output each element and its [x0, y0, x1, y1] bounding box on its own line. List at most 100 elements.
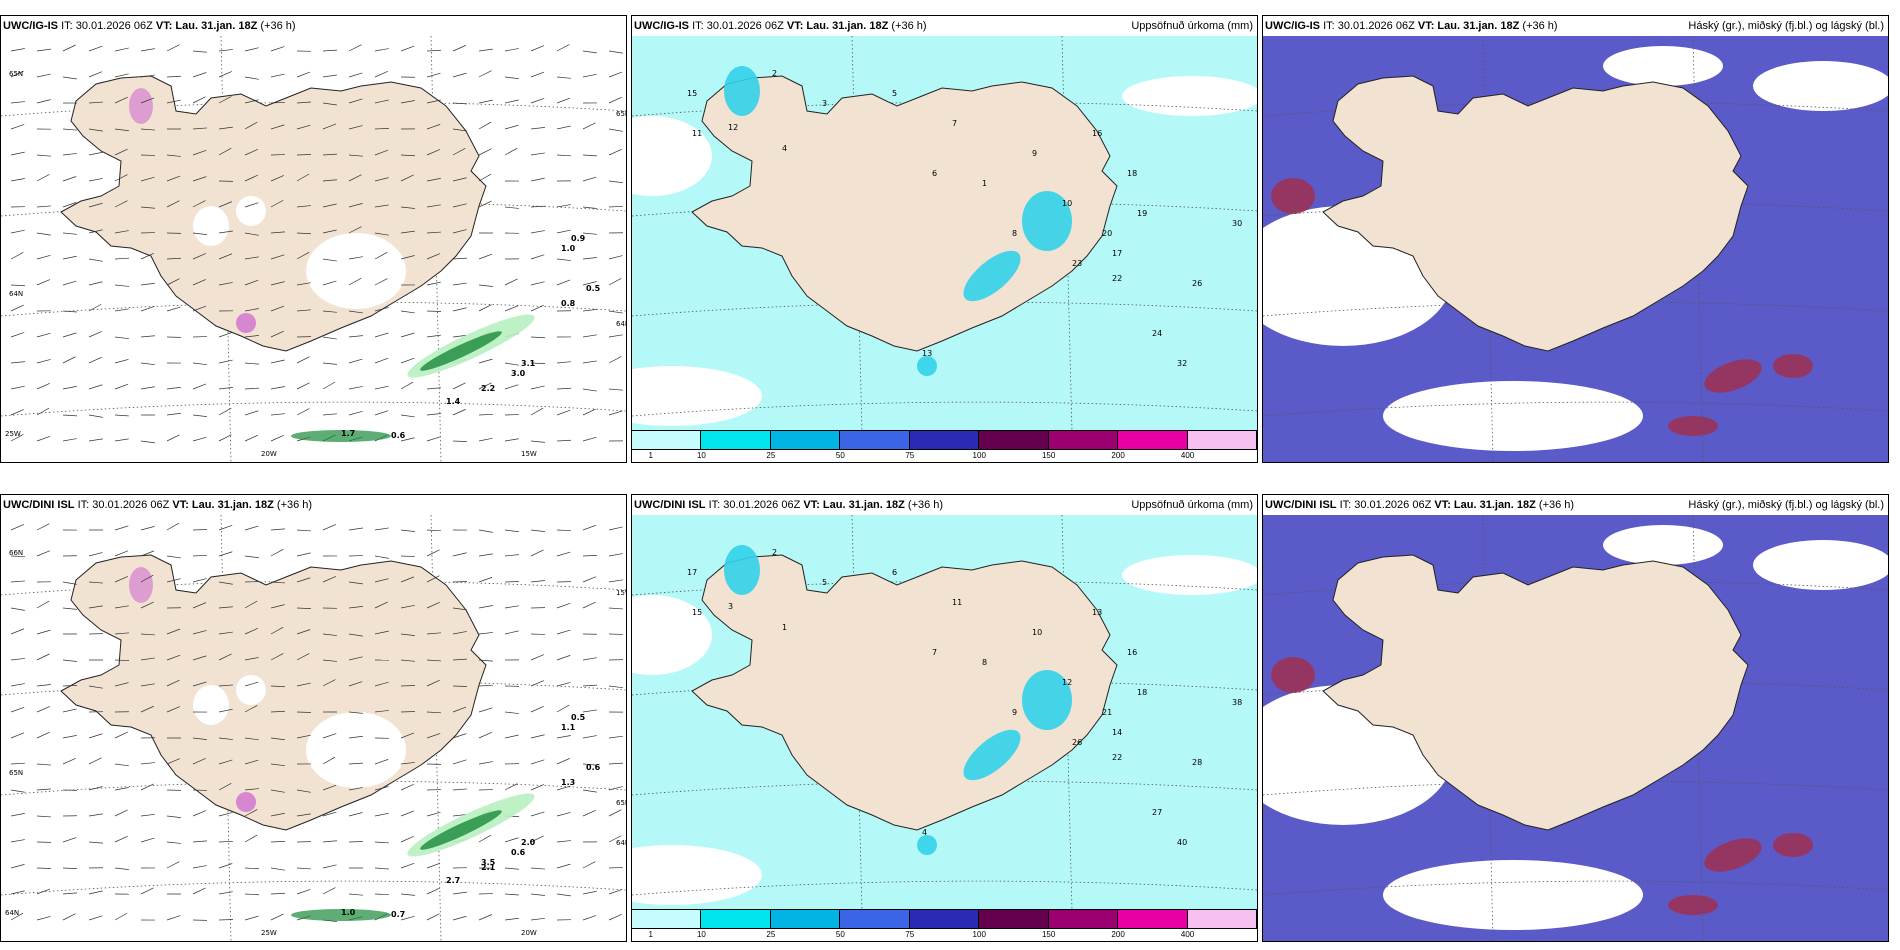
value-label: 1.3 — [561, 778, 575, 787]
wind-barb — [348, 98, 363, 104]
precip-panel-igis: UWC/IG-IS IT: 30.01.2026 06Z VT: Lau. 31… — [631, 15, 1258, 463]
wind-barb — [582, 555, 598, 557]
wind-barb — [114, 174, 128, 182]
wind-barb — [114, 867, 129, 870]
wind-barb — [374, 601, 388, 609]
value-label: 0.6 — [586, 763, 601, 772]
wind-barb — [114, 128, 129, 132]
wind-barb — [270, 581, 285, 584]
wind-barb — [62, 708, 77, 713]
legend-tick: 1 — [648, 930, 653, 939]
map-area — [1263, 515, 1888, 941]
wind-barb — [270, 737, 285, 741]
vt-label: VT: — [786, 20, 804, 32]
wind-barb — [10, 864, 25, 869]
wind-barb — [270, 386, 285, 390]
wind-barb — [114, 835, 128, 843]
wind-barb — [296, 552, 311, 557]
wind-barb — [218, 201, 233, 208]
high-cloud — [1704, 838, 1762, 872]
wind-barb — [10, 524, 24, 531]
wind-barb — [218, 551, 233, 557]
model-name: UWC/DINI ISL — [1265, 499, 1337, 511]
init-time: IT: 30.01.2026 06Z — [1323, 20, 1415, 32]
wind-barb — [478, 148, 492, 156]
panel-header: UWC/DINI ISL IT: 30.01.2026 06Z VT: Lau.… — [1263, 495, 1888, 515]
wind-barb — [10, 890, 25, 895]
wind-barb — [114, 605, 129, 609]
wind-barb — [504, 711, 519, 714]
wind-barb — [374, 527, 389, 531]
wind-barb — [244, 737, 259, 741]
value-label: 3.5 — [481, 858, 496, 867]
wind-barb — [608, 71, 623, 78]
precip-legend: 1 10 25 50 75 100 150 200 400 — [632, 430, 1257, 462]
wind-barb — [36, 706, 50, 713]
wind-barb — [140, 657, 155, 661]
wind-barb — [608, 388, 623, 391]
vt-label: VT: — [803, 499, 820, 511]
wind-barb — [62, 438, 77, 442]
wind-barb — [348, 787, 363, 791]
wind-barb — [62, 356, 76, 364]
wind-barb — [244, 202, 259, 208]
wind-barb — [504, 76, 519, 80]
wind-barb — [504, 917, 519, 921]
legend-swatch — [1118, 910, 1188, 928]
wind-barb — [608, 356, 622, 364]
legend-tick: 10 — [696, 930, 706, 939]
wind-barb — [166, 578, 181, 583]
wind-barb — [88, 303, 102, 312]
wind-barb — [322, 784, 337, 791]
wind-barb — [244, 387, 259, 390]
wind-barb — [218, 812, 233, 817]
wind-barb — [322, 74, 337, 78]
glacier — [236, 675, 266, 705]
wind-barb — [192, 72, 207, 78]
wind-barb — [244, 47, 259, 52]
wind-barb — [530, 385, 545, 390]
wind-barb — [452, 177, 467, 182]
wind-barb — [426, 436, 441, 442]
wind-barb — [270, 528, 285, 531]
wind-barb — [192, 758, 206, 765]
wind-barb — [192, 436, 207, 442]
wind-barb — [530, 45, 545, 52]
wind-barb — [608, 180, 623, 184]
wind-barb — [270, 231, 285, 234]
wind-barb — [140, 783, 154, 791]
legend-swatch — [1187, 431, 1257, 449]
wind-barb — [348, 310, 363, 314]
wind-barb — [218, 737, 233, 740]
wind-barb — [322, 381, 336, 390]
wind-barb — [36, 383, 50, 390]
wind-barb — [374, 128, 390, 130]
wind-barb — [374, 357, 389, 364]
wind-barb — [556, 125, 571, 130]
wind-barb — [140, 306, 155, 312]
wind-barb — [36, 550, 51, 557]
wind-barb — [504, 734, 519, 739]
wind-barb — [400, 762, 415, 765]
legend-swatch — [770, 431, 841, 449]
wind-barb — [452, 282, 467, 286]
value-label: 18 — [1137, 688, 1147, 697]
wind-barb — [608, 762, 623, 765]
heavy-precip — [724, 545, 760, 595]
valid-time: Lau. 31.jan. 18Z — [806, 20, 889, 32]
wind-barb — [478, 659, 493, 662]
legend-tick: 50 — [835, 930, 845, 939]
wind-barb — [556, 704, 570, 713]
axis-label: 15W — [616, 589, 626, 597]
wind-barb — [270, 867, 285, 871]
axis-label: 65N — [9, 70, 23, 78]
wind-barb — [452, 45, 466, 52]
precip-panel-dini: UWC/DINI ISL IT: 30.01.2026 06Z VT: Lau.… — [631, 494, 1258, 942]
value-label: 32 — [1177, 359, 1187, 368]
wind-barb — [62, 867, 78, 869]
wind-barb — [348, 386, 363, 390]
wind-barb — [10, 555, 26, 557]
wind-barb — [36, 629, 51, 635]
wind-barb — [140, 128, 155, 131]
value-label: 7 — [952, 119, 957, 128]
